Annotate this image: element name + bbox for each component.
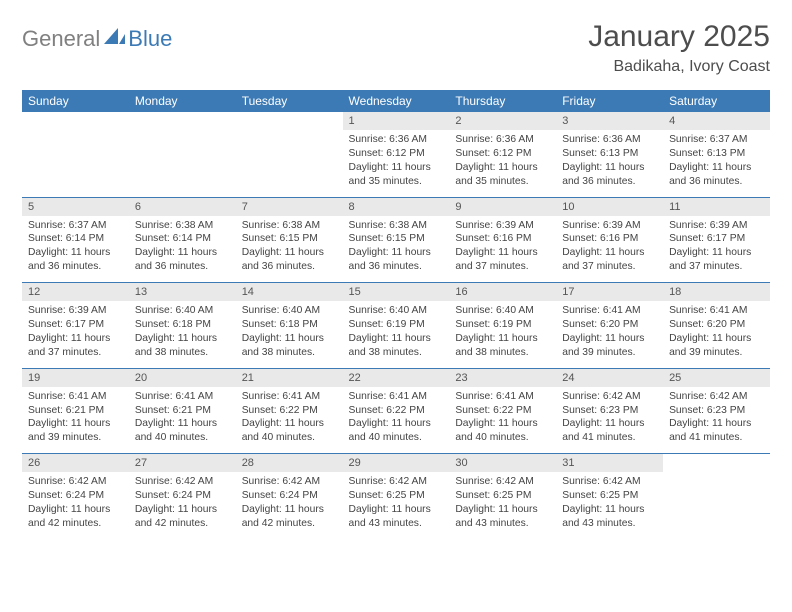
day-detail: Sunrise: 6:42 AMSunset: 6:25 PMDaylight:… (343, 472, 450, 539)
day-detail-empty (236, 130, 343, 197)
logo-text-blue: Blue (128, 26, 172, 52)
day-detail: Sunrise: 6:40 AMSunset: 6:19 PMDaylight:… (343, 301, 450, 368)
day-number: 1 (343, 112, 450, 130)
day-number: 6 (129, 198, 236, 216)
day-detail: Sunrise: 6:39 AMSunset: 6:17 PMDaylight:… (22, 301, 129, 368)
day-number: 26 (22, 454, 129, 472)
day-detail: Sunrise: 6:41 AMSunset: 6:21 PMDaylight:… (22, 387, 129, 454)
day-detail: Sunrise: 6:39 AMSunset: 6:16 PMDaylight:… (449, 216, 556, 283)
dow-thursday: Thursday (449, 90, 556, 112)
logo-text-general: General (22, 26, 100, 52)
logo: General Blue (22, 26, 172, 52)
day-number: 8 (343, 198, 450, 216)
day-detail: Sunrise: 6:38 AMSunset: 6:14 PMDaylight:… (129, 216, 236, 283)
day-number-row: 1234 (22, 112, 770, 130)
day-detail-row: Sunrise: 6:42 AMSunset: 6:24 PMDaylight:… (22, 472, 770, 539)
title-block: January 2025 Badikaha, Ivory Coast (588, 20, 770, 76)
day-detail: Sunrise: 6:36 AMSunset: 6:13 PMDaylight:… (556, 130, 663, 197)
day-detail: Sunrise: 6:41 AMSunset: 6:22 PMDaylight:… (449, 387, 556, 454)
day-detail: Sunrise: 6:38 AMSunset: 6:15 PMDaylight:… (236, 216, 343, 283)
day-number: 31 (556, 454, 663, 472)
day-detail-row: Sunrise: 6:36 AMSunset: 6:12 PMDaylight:… (22, 130, 770, 197)
day-number: 4 (663, 112, 770, 130)
day-detail: Sunrise: 6:42 AMSunset: 6:24 PMDaylight:… (236, 472, 343, 539)
day-number: 28 (236, 454, 343, 472)
day-detail-empty (22, 130, 129, 197)
day-detail: Sunrise: 6:42 AMSunset: 6:25 PMDaylight:… (449, 472, 556, 539)
day-detail: Sunrise: 6:36 AMSunset: 6:12 PMDaylight:… (343, 130, 450, 197)
calendar-table: SundayMondayTuesdayWednesdayThursdayFrid… (22, 90, 770, 539)
day-number: 3 (556, 112, 663, 130)
day-detail: Sunrise: 6:39 AMSunset: 6:16 PMDaylight:… (556, 216, 663, 283)
day-empty (236, 112, 343, 130)
day-number: 13 (129, 283, 236, 301)
day-number: 23 (449, 369, 556, 387)
dow-sunday: Sunday (22, 90, 129, 112)
dow-wednesday: Wednesday (343, 90, 450, 112)
day-number: 16 (449, 283, 556, 301)
day-detail: Sunrise: 6:41 AMSunset: 6:22 PMDaylight:… (236, 387, 343, 454)
day-number: 7 (236, 198, 343, 216)
day-detail: Sunrise: 6:41 AMSunset: 6:20 PMDaylight:… (556, 301, 663, 368)
day-empty (22, 112, 129, 130)
day-number-row: 262728293031 (22, 454, 770, 472)
day-number: 19 (22, 369, 129, 387)
day-detail: Sunrise: 6:38 AMSunset: 6:15 PMDaylight:… (343, 216, 450, 283)
day-number: 15 (343, 283, 450, 301)
day-detail: Sunrise: 6:40 AMSunset: 6:18 PMDaylight:… (236, 301, 343, 368)
day-detail: Sunrise: 6:41 AMSunset: 6:20 PMDaylight:… (663, 301, 770, 368)
dow-saturday: Saturday (663, 90, 770, 112)
day-detail: Sunrise: 6:42 AMSunset: 6:23 PMDaylight:… (556, 387, 663, 454)
logo-sail-icon (104, 26, 126, 49)
day-number: 5 (22, 198, 129, 216)
day-number: 11 (663, 198, 770, 216)
day-detail: Sunrise: 6:40 AMSunset: 6:19 PMDaylight:… (449, 301, 556, 368)
day-number: 17 (556, 283, 663, 301)
day-empty (663, 454, 770, 472)
day-number: 30 (449, 454, 556, 472)
day-detail: Sunrise: 6:40 AMSunset: 6:18 PMDaylight:… (129, 301, 236, 368)
day-detail: Sunrise: 6:39 AMSunset: 6:17 PMDaylight:… (663, 216, 770, 283)
day-detail-row: Sunrise: 6:39 AMSunset: 6:17 PMDaylight:… (22, 301, 770, 368)
day-number: 12 (22, 283, 129, 301)
day-detail-empty (129, 130, 236, 197)
day-detail: Sunrise: 6:42 AMSunset: 6:25 PMDaylight:… (556, 472, 663, 539)
day-detail: Sunrise: 6:36 AMSunset: 6:12 PMDaylight:… (449, 130, 556, 197)
day-number-row: 19202122232425 (22, 369, 770, 387)
day-number: 29 (343, 454, 450, 472)
day-detail: Sunrise: 6:42 AMSunset: 6:23 PMDaylight:… (663, 387, 770, 454)
header: General Blue January 2025 Badikaha, Ivor… (22, 20, 770, 76)
day-number: 20 (129, 369, 236, 387)
day-of-week-header: SundayMondayTuesdayWednesdayThursdayFrid… (22, 90, 770, 112)
day-number-row: 12131415161718 (22, 283, 770, 301)
day-number-row: 567891011 (22, 198, 770, 216)
day-detail: Sunrise: 6:42 AMSunset: 6:24 PMDaylight:… (22, 472, 129, 539)
day-detail: Sunrise: 6:41 AMSunset: 6:22 PMDaylight:… (343, 387, 450, 454)
day-number: 27 (129, 454, 236, 472)
day-number: 18 (663, 283, 770, 301)
day-number: 21 (236, 369, 343, 387)
day-number: 2 (449, 112, 556, 130)
day-number: 24 (556, 369, 663, 387)
dow-friday: Friday (556, 90, 663, 112)
day-number: 9 (449, 198, 556, 216)
day-detail: Sunrise: 6:41 AMSunset: 6:21 PMDaylight:… (129, 387, 236, 454)
day-number: 10 (556, 198, 663, 216)
day-number: 14 (236, 283, 343, 301)
day-detail-row: Sunrise: 6:41 AMSunset: 6:21 PMDaylight:… (22, 387, 770, 454)
day-number: 22 (343, 369, 450, 387)
month-title: January 2025 (588, 20, 770, 54)
day-detail: Sunrise: 6:37 AMSunset: 6:13 PMDaylight:… (663, 130, 770, 197)
day-empty (129, 112, 236, 130)
day-detail-row: Sunrise: 6:37 AMSunset: 6:14 PMDaylight:… (22, 216, 770, 283)
day-number: 25 (663, 369, 770, 387)
day-detail: Sunrise: 6:42 AMSunset: 6:24 PMDaylight:… (129, 472, 236, 539)
day-detail: Sunrise: 6:37 AMSunset: 6:14 PMDaylight:… (22, 216, 129, 283)
dow-monday: Monday (129, 90, 236, 112)
location-subtitle: Badikaha, Ivory Coast (588, 58, 770, 76)
day-detail-empty (663, 472, 770, 539)
dow-tuesday: Tuesday (236, 90, 343, 112)
